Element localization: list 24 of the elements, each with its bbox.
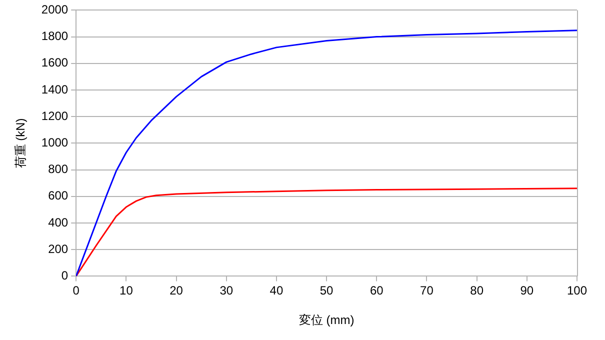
- y-tick-label: 200: [48, 242, 68, 256]
- x-tick-label: 90: [520, 284, 534, 298]
- y-tick-label: 0: [61, 268, 68, 283]
- y-axis-title: 荷重 (kN): [14, 118, 28, 168]
- x-tick-label: 100: [566, 284, 588, 298]
- x-tick-label: 0: [72, 284, 80, 298]
- x-tick-label: 70: [420, 284, 434, 298]
- y-tick-label: 800: [48, 162, 68, 176]
- y-tick-label: 1800: [41, 29, 68, 44]
- y-tick-label: 2000: [41, 2, 68, 17]
- x-tick-label: 80: [470, 284, 484, 298]
- y-tick-label: 1000: [41, 136, 68, 150]
- x-tick-label: 50: [320, 284, 334, 298]
- x-tick-label: 40: [270, 284, 284, 298]
- x-tick-label: 20: [170, 284, 184, 298]
- y-tick-label: 600: [48, 188, 68, 203]
- y-tick-label: 400: [48, 215, 68, 230]
- y-tick-label: 1600: [41, 56, 68, 70]
- x-tick-label: 10: [120, 284, 134, 298]
- y-tick-label: 1400: [41, 82, 68, 96]
- x-tick-label: 60: [370, 284, 384, 298]
- x-axis-title: 変位 (mm): [298, 313, 354, 328]
- x-tick-label: 30: [220, 284, 234, 298]
- y-tick-label: 1200: [41, 108, 68, 123]
